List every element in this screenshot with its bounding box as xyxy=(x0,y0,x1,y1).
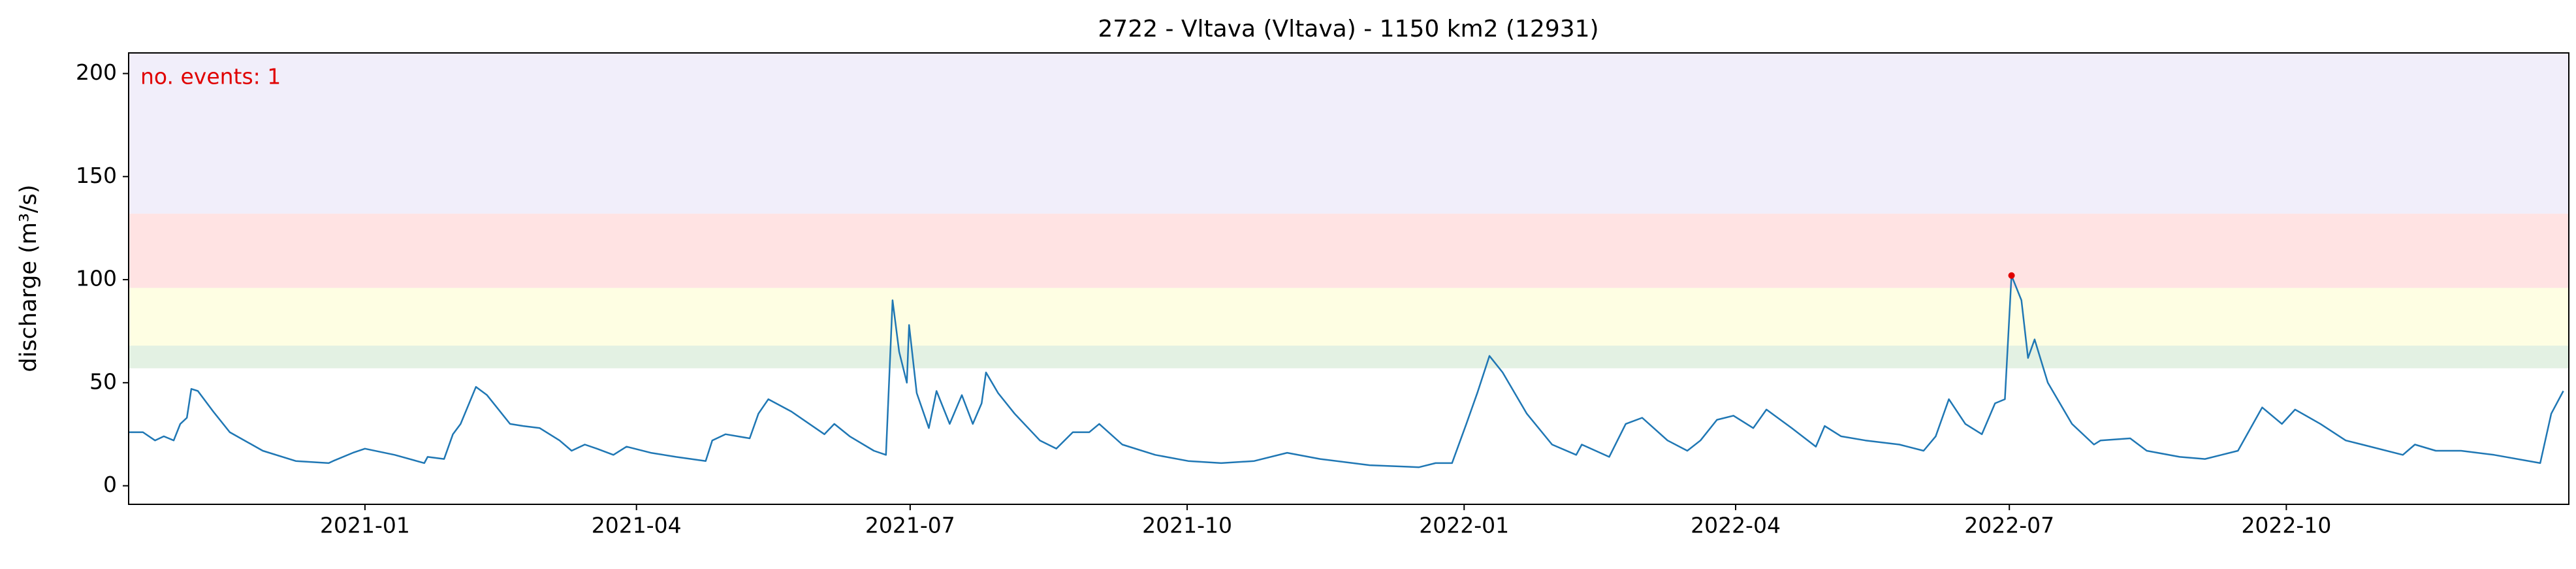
x-tick-label: 2022-04 xyxy=(1691,513,1781,538)
plot-frame xyxy=(128,52,2569,505)
event-point xyxy=(2008,272,2015,279)
event-count: no. events: 1 xyxy=(140,64,281,89)
x-tick-label: 2021-10 xyxy=(1142,513,1232,538)
y-axis-label: discharge (m³/s) xyxy=(16,184,42,372)
discharge-line xyxy=(129,274,2564,468)
threshold-band xyxy=(129,53,2569,214)
y-tick-label: 100 xyxy=(76,266,117,291)
x-tick-label: 2022-01 xyxy=(1419,513,1509,538)
threshold-band xyxy=(129,214,2569,288)
x-tick-label: 2022-07 xyxy=(1964,513,2054,538)
x-tick-label: 2021-01 xyxy=(320,513,410,538)
threshold-band xyxy=(129,346,2569,368)
y-tick-label: 200 xyxy=(76,59,117,85)
x-tick-label: 2021-04 xyxy=(592,513,682,538)
y-tick-label: 0 xyxy=(103,472,117,497)
x-tick-label: 2021-07 xyxy=(865,513,955,538)
y-tick-label: 150 xyxy=(76,163,117,188)
threshold-band xyxy=(129,287,2569,346)
chart-title: 2722 - Vltava (Vltava) - 1150 km2 (12931… xyxy=(1098,16,1598,42)
y-tick-label: 50 xyxy=(89,368,117,394)
x-tick-label: 2022-10 xyxy=(2241,513,2331,538)
